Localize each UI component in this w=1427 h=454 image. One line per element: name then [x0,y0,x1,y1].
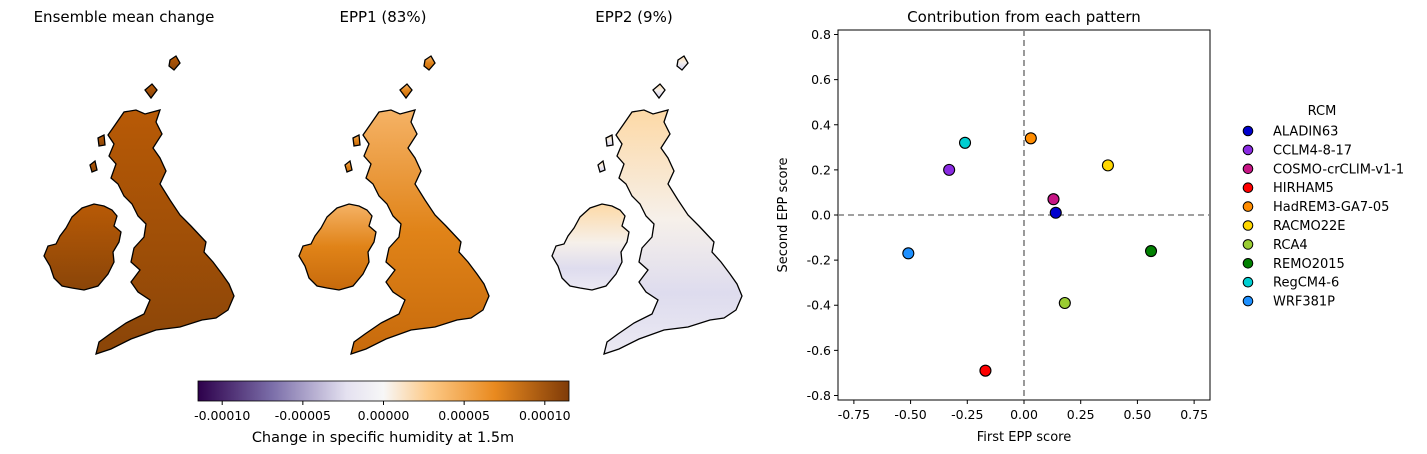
legend-label: REMO2015 [1273,257,1345,272]
map-title-ensemble: Ensemble mean change [34,8,215,26]
scatter-plot: -0.75 -0.50 -0.25 0.00 0.25 0.50 0.75 -0.8 -0.6… [807,27,1211,422]
point-regcm4-6 [958,136,972,149]
x-tick-label: -0.25 [951,407,983,422]
y-tick-label: 0.8 [811,27,831,42]
legend-marker [1242,239,1254,250]
legend: RCM ALADIN63 CCLM4-8-17 COSMO-crCLIM-v1-1 H… [1242,104,1404,310]
legend-label: HadREM3-GA7-05 [1273,200,1389,215]
legend-label: COSMO-crCLIM-v1-1 [1273,162,1404,177]
legend-marker [1242,163,1254,175]
legend-marker [1242,182,1254,193]
point-remo2015 [1144,245,1158,258]
x-tick-label: -0.50 [894,407,926,422]
legend-label: WRF381P [1273,295,1335,310]
x-tick-label: 0.00 [1010,407,1038,422]
colorbar-tick-label: -0.00010 [194,408,250,423]
legend-label: CCLM4-8-17 [1273,143,1352,158]
x-tick-label: -0.75 [838,407,870,422]
legend-label: RegCM4-6 [1273,276,1339,291]
data-points [902,132,1158,377]
legend-marker [1242,295,1254,307]
point-aladin63 [1049,206,1062,219]
x-tick-label: 0.50 [1123,407,1151,422]
y-tick-label: 0.6 [811,72,831,87]
legend-marker [1242,258,1254,269]
y-axis-label: Second EPP score [776,158,791,273]
chart-title: Contribution from each pattern [907,8,1141,26]
colorbar-tick-label: 0.00010 [519,408,571,423]
map-epp2 [551,55,743,355]
point-hadrem3-ga7-05 [1024,132,1037,145]
reference-lines [838,30,1210,400]
colorbar: -0.00010 -0.00005 0.00000 0.00005 0.00010 Ch… [194,380,571,446]
colorbar-gradient [197,380,570,402]
colorbar-label: Change in specific humidity at 1.5m [252,430,514,446]
colorbar-tick-label: 0.00005 [438,408,490,423]
map-ensemble-mean [43,55,235,355]
x-axis-ticks: -0.75 -0.50 -0.25 0.00 0.25 0.50 0.75 [838,400,1208,422]
legend-marker [1242,220,1254,231]
colorbar-tick-label: -0.00005 [275,408,331,423]
y-tick-label: 0.4 [811,117,831,132]
y-tick-label: -0.8 [807,388,831,403]
map-title-epp2: EPP2 (9%) [595,8,672,26]
point-hirham5 [979,364,992,377]
map-epp1 [298,55,490,355]
x-tick-label: 0.75 [1180,407,1208,422]
y-tick-label: -0.2 [807,253,831,268]
y-axis-ticks: -0.8 -0.6 -0.4 -0.2 0.0 0.2 0.4 0.6 0.8 [807,27,838,403]
point-rca4 [1058,296,1071,310]
point-cclm4-8-17 [943,163,956,176]
map-title-epp1: EPP1 (83%) [340,8,427,26]
y-tick-label: -0.6 [807,343,831,358]
colorbar-tick-label: 0.00000 [358,408,410,423]
x-axis-label: First EPP score [977,430,1071,445]
point-racmo22e [1101,159,1114,172]
y-tick-label: 0.2 [811,162,831,177]
legend-label: ALADIN63 [1273,125,1338,140]
legend-title: RCM [1308,104,1337,119]
legend-label: HIRHAM5 [1273,181,1334,196]
point-cosmo-crclim-v1-1 [1047,193,1060,206]
legend-marker [1242,276,1254,288]
x-tick-label: 0.25 [1067,407,1095,422]
legend-label: RACMO22E [1273,219,1345,234]
y-tick-label: -0.4 [807,298,831,313]
legend-items: ALADIN63 CCLM4-8-17 COSMO-crCLIM-v1-1 HIRHA… [1242,125,1404,310]
legend-marker [1242,125,1254,137]
legend-marker [1242,144,1254,156]
legend-marker [1242,201,1254,212]
colorbar-ticks: -0.00010 -0.00005 0.00000 0.00005 0.00010 [194,401,571,423]
point-wrf381p [902,247,915,260]
y-tick-label: 0.0 [811,208,831,223]
legend-label: RCA4 [1273,238,1308,253]
